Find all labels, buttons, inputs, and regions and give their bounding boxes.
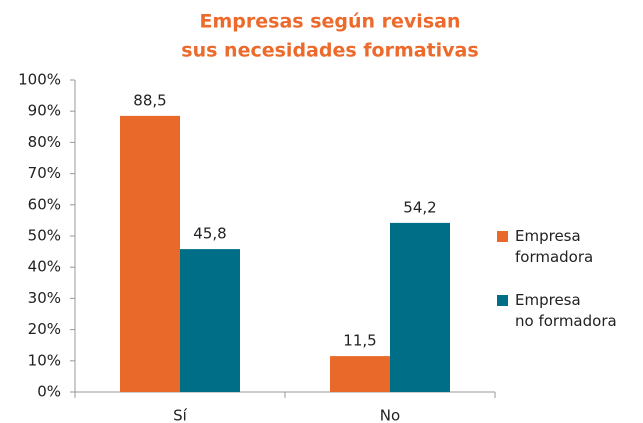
bar (330, 356, 390, 392)
bar (180, 249, 240, 392)
y-tick-label: 100% (18, 71, 61, 89)
y-tick-label: 40% (28, 258, 61, 276)
y-tick-label: 20% (28, 320, 61, 338)
data-label: 11,5 (343, 332, 376, 350)
data-label: 45,8 (193, 225, 226, 243)
bar (390, 222, 450, 392)
y-tick-label: 30% (28, 289, 61, 307)
legend-label: Empresa formadora (515, 227, 594, 266)
y-tick-label: 60% (28, 195, 61, 213)
y-tick-label: 90% (28, 102, 61, 120)
legend-label: Empresa no formadora (515, 291, 617, 330)
y-tick-label: 0% (37, 383, 61, 401)
x-tick-label: Sí (173, 407, 188, 423)
legend-swatch (497, 295, 508, 306)
data-label: 88,5 (133, 91, 166, 109)
data-label: 54,2 (403, 198, 436, 216)
y-tick-label: 50% (28, 227, 61, 245)
chart-title: sus necesidades formativas (181, 40, 478, 62)
legend-swatch (497, 231, 508, 242)
bar (120, 115, 180, 392)
y-tick-label: 80% (28, 133, 61, 151)
y-tick-label: 10% (28, 351, 61, 369)
legend-item: Empresa formadora (497, 226, 593, 268)
x-tick-label: No (380, 407, 400, 423)
y-tick-label: 70% (28, 164, 61, 182)
legend-item: Empresa no formadora (497, 290, 617, 332)
chart-title: Empresas según revisan (200, 11, 461, 33)
